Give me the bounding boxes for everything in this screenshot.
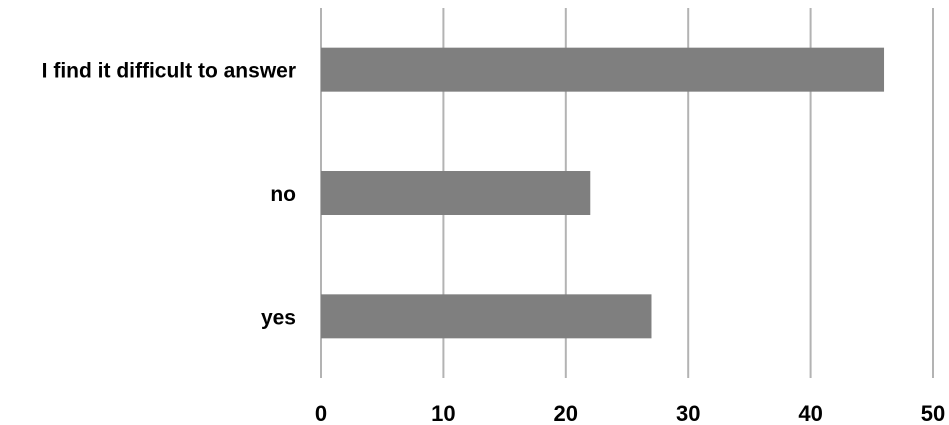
category-label: no [270,183,296,206]
x-tick-label: 20 [554,401,578,425]
category-label: I find it difficult to answer [42,60,296,83]
x-tick-labels: 0 10 20 30 40 50 [315,401,945,425]
bar-1 [321,171,591,215]
x-tick-label: 30 [676,401,700,425]
category-labels: I find it difficult to answer no yes [42,60,296,330]
category-label: yes [261,306,296,329]
bar-0 [321,47,885,92]
bar-2 [321,294,652,339]
x-tick-label: 50 [921,401,945,425]
x-tick-label: 10 [431,401,455,425]
x-tick-label: 0 [315,401,327,425]
x-tick-label: 40 [798,401,822,425]
bars [321,47,885,339]
